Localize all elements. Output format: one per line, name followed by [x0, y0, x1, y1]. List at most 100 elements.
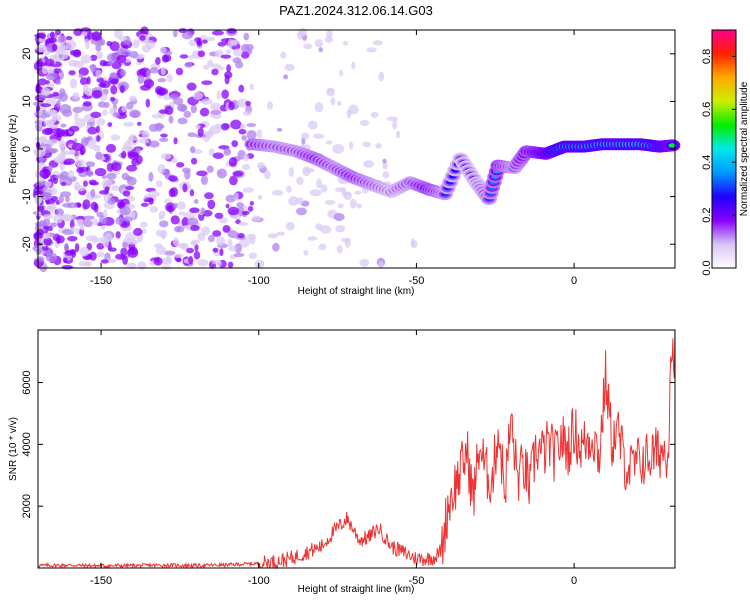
- spectrogram-noise-blob: [316, 178, 323, 189]
- spectrogram-noise-blob: [128, 95, 137, 102]
- spectrogram-noise-blob: [58, 195, 64, 204]
- spectrogram-noise-blob: [228, 157, 238, 167]
- spectrogram-noise-blob: [173, 29, 178, 38]
- spectrogram-noise-blob: [80, 137, 90, 147]
- spectrogram-noise-blob: [164, 106, 174, 116]
- spectrogram-noise-blob: [106, 41, 113, 47]
- spectrogram-noise-blob: [181, 31, 193, 40]
- spectrogram-noise-blob: [60, 191, 72, 198]
- spectrogram-noise-blob: [89, 181, 99, 186]
- spectrogram-noise-blob: [242, 164, 251, 171]
- spectrogram-noise-blob: [79, 246, 90, 257]
- spectrogram-noise-blob: [240, 51, 250, 59]
- spectrogram-noise-blob: [115, 253, 125, 260]
- spectrogram-noise-blob: [35, 44, 48, 52]
- spectrogram-noise-blob: [35, 181, 47, 186]
- spectrogram-noise-blob: [241, 210, 250, 215]
- spectrogram-noise-blob: [110, 134, 121, 141]
- spectrogram-noise-blob: [158, 210, 166, 219]
- spectrogram-noise-blob: [242, 187, 254, 193]
- spectrogram-noise-blob: [214, 212, 224, 219]
- spectrogram-noise-blob: [318, 47, 323, 53]
- snr-frame: [37, 329, 676, 569]
- spectrogram-noise-blob: [254, 260, 265, 268]
- spectrogram-noise-blob: [240, 43, 250, 53]
- spectrogram-noise-blob: [47, 69, 55, 74]
- spectrogram-noise-blob: [66, 202, 78, 209]
- spectrogram-noise-blob: [101, 109, 108, 116]
- spectrogram-noise-blob: [58, 139, 66, 150]
- spectrogram-noise-blob: [249, 200, 254, 206]
- spectrogram-x-tick-label: -50: [408, 275, 424, 287]
- spectrogram-y-tick-label: -20: [21, 236, 33, 252]
- spectrogram-noise-blob: [192, 91, 204, 100]
- spectrogram-noise-blob: [164, 250, 176, 256]
- spectrogram-noise-blob: [197, 259, 209, 267]
- spectrogram-noise-blob: [36, 37, 43, 43]
- spectrogram-noise-blob: [189, 146, 196, 154]
- spectrogram-noise-blob: [231, 140, 239, 148]
- spectrogram-noise-blob: [160, 133, 168, 138]
- snr-y-tick-label: 6000: [21, 370, 33, 394]
- snr-x-axis-label: Height of straight line (km): [298, 584, 415, 595]
- spectrogram-noise-blob: [351, 61, 356, 70]
- spectrogram-noise-blob: [117, 199, 125, 209]
- spectrogram-noise-blob: [314, 102, 324, 113]
- spectrogram-noise-blob: [370, 111, 379, 118]
- spectrogram-noise-blob: [56, 99, 61, 108]
- spectrogram-noise-blob: [155, 180, 163, 188]
- spectrogram-noise-blob: [53, 68, 62, 74]
- spectrogram-noise-blob: [125, 185, 135, 191]
- spectrogram-noise-blob: [243, 32, 250, 41]
- spectrogram-noise-blob: [121, 105, 128, 113]
- spectrogram-noise-blob: [65, 40, 77, 50]
- spectrogram-noise-blob: [74, 243, 80, 253]
- spectrogram-noise-blob: [395, 130, 401, 139]
- spectrogram-noise-blob: [83, 219, 93, 228]
- spectrogram-noise-blob: [148, 171, 154, 182]
- spectrogram-noise-blob: [43, 119, 55, 126]
- spectrogram-noise-blob: [119, 206, 131, 216]
- spectrogram-noise-blob: [166, 74, 173, 83]
- spectrogram-noise-blob: [230, 119, 242, 130]
- spectrogram-noise-blob: [307, 120, 318, 130]
- spectrogram-noise-blob: [238, 221, 249, 226]
- spectrogram-noise-blob: [80, 149, 85, 156]
- spectrogram-noise-blob: [247, 48, 253, 55]
- spectrogram-noise-blob: [362, 141, 371, 148]
- spectrogram-noise-blob: [248, 252, 258, 259]
- spectrogram-noise-blob: [90, 54, 98, 62]
- spectrogram-ridge-layer: [244, 138, 681, 205]
- spectrogram-noise-blob: [302, 166, 311, 177]
- spectrogram-noise-blob: [69, 149, 76, 156]
- spectrogram-noise-blob: [200, 207, 206, 215]
- spectrogram-noise-blob: [48, 37, 57, 44]
- spectrogram-noise-blob: [123, 121, 135, 127]
- spectrogram-noise-blob: [105, 143, 117, 153]
- spectrogram-noise-blob: [276, 231, 286, 236]
- spectrogram-noise-blob: [92, 219, 99, 226]
- spectrogram-noise-blob: [145, 98, 151, 108]
- spectrogram-noise-blob: [122, 216, 134, 222]
- spectrogram-noise-blob: [199, 107, 210, 117]
- spectrogram-noise-blob: [155, 229, 163, 237]
- spectrogram-noise-blob: [284, 63, 295, 72]
- spectrogram-noise-blob: [73, 28, 83, 37]
- spectrogram-noise-blob: [50, 147, 59, 154]
- spectrogram-noise-blob: [143, 79, 155, 89]
- spectrogram-noise-blob: [135, 154, 143, 165]
- spectrogram-noise-blob: [179, 54, 189, 59]
- spectrogram-noise-blob: [47, 225, 53, 232]
- colorbar-tick-label: 0.0: [701, 260, 713, 275]
- colorbar-gradient: [712, 30, 736, 268]
- spectrogram-noise-blob: [132, 39, 140, 49]
- spectrogram-noise-blob: [72, 92, 80, 100]
- spectrogram-noise-blob: [124, 145, 135, 150]
- snr-y-axis-label: SNR (10 * v/v): [8, 417, 19, 481]
- spectrogram-noise-blob: [227, 28, 237, 34]
- spectrogram-noise-blob: [91, 89, 103, 99]
- spectrogram-noise-blob: [79, 77, 89, 86]
- spectrogram-noise-blob: [342, 40, 349, 46]
- spectrogram-noise-blob: [111, 61, 122, 70]
- spectrogram-noise-blob: [205, 36, 215, 42]
